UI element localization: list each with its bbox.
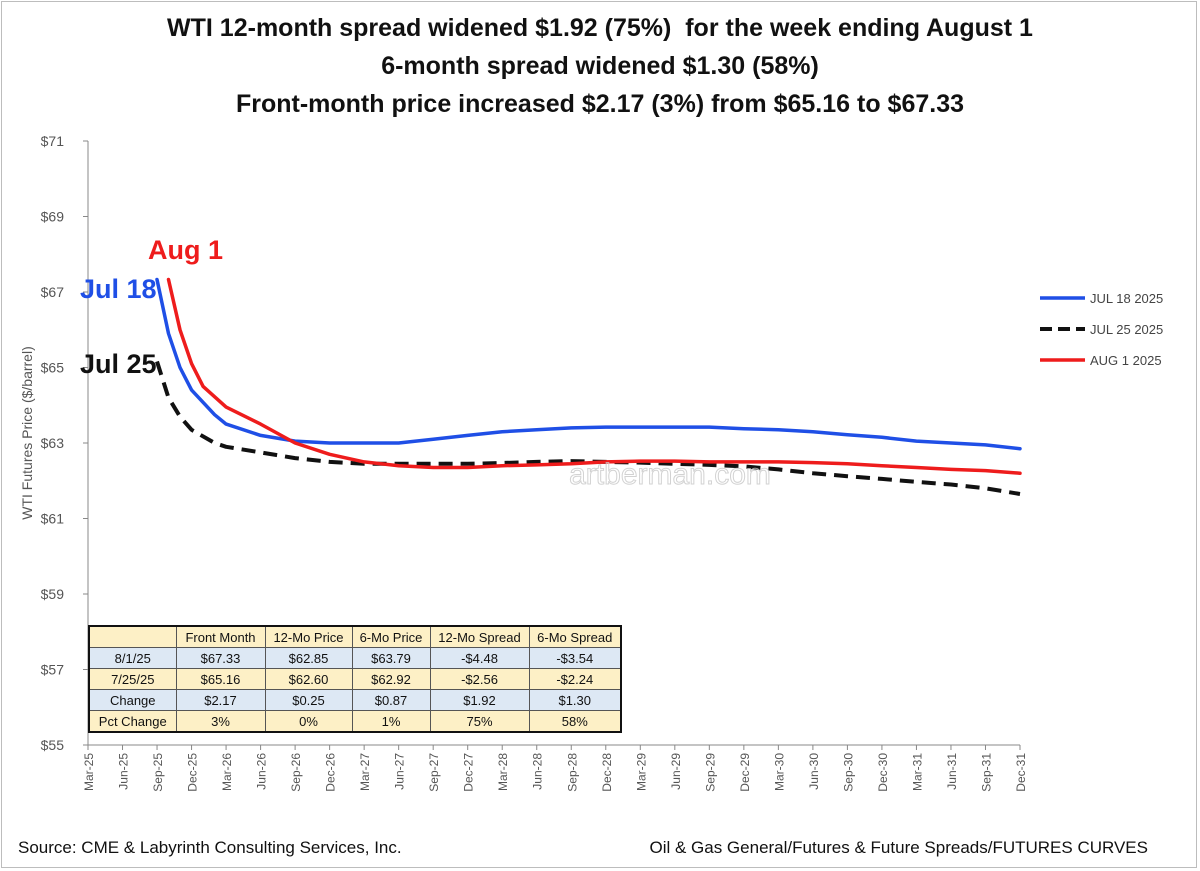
x-tick-label: Dec-25: [186, 753, 200, 792]
y-tick-label: $59: [41, 586, 65, 602]
x-tick-label: Jun-25: [117, 753, 131, 790]
x-tick-label: Sep-29: [703, 753, 717, 792]
table-cell: 8/1/25: [88, 647, 177, 669]
table-cell: -$2.56: [429, 668, 530, 690]
legend-label-jul-18: JUL 18 2025: [1090, 291, 1163, 306]
x-tick-label: Dec-31: [1014, 753, 1028, 792]
x-tick-label: Jun-30: [807, 753, 821, 790]
series-line-jul-25: [155, 360, 1021, 496]
table-cell: $1.30: [528, 689, 622, 711]
y-axis-title: WTI Futures Price ($/barrel): [19, 346, 35, 519]
table-header-cell: 6-Mo Price: [351, 625, 431, 648]
table-cell: Pct Change: [88, 710, 177, 733]
table-cell: -$2.24: [528, 668, 622, 690]
x-tick-label: Dec-26: [324, 753, 338, 792]
category-path-note: Oil & Gas General/Futures & Future Sprea…: [649, 838, 1148, 857]
x-tick-label: Jun-29: [669, 753, 683, 790]
table-cell: 75%: [429, 710, 530, 733]
table-cell: $2.17: [175, 689, 266, 711]
table-row: 7/25/25 $65.16 $62.60 $62.92 -$2.56 -$2.…: [88, 668, 622, 690]
table-header-cell: 12-Mo Price: [264, 625, 353, 648]
table-cell: 0%: [264, 710, 353, 733]
table-cell: 1%: [351, 710, 431, 733]
x-tick-label: Mar-28: [496, 753, 510, 791]
legend-label-aug-1: AUG 1 2025: [1090, 353, 1162, 368]
table-cell: 58%: [528, 710, 622, 733]
table-header-cell: 12-Mo Spread: [429, 625, 530, 648]
table-cell: $63.79: [351, 647, 431, 669]
series-line-jul-18: [155, 277, 1022, 451]
curve-annotation: Aug 1: [148, 235, 223, 265]
x-tick-label: Mar-29: [634, 753, 648, 791]
x-tick-label: Jun-26: [255, 753, 269, 790]
x-tick-label: Sep-27: [427, 753, 441, 792]
x-tick-label: Mar-26: [220, 753, 234, 791]
source-note: Source: CME & Labyrinth Consulting Servi…: [18, 838, 402, 857]
table-cell: Change: [88, 689, 177, 711]
legend-label-jul-25: JUL 25 2025: [1090, 322, 1163, 337]
table-cell: $0.87: [351, 689, 431, 711]
table-cell: $1.92: [429, 689, 530, 711]
y-tick-label: $67: [41, 284, 65, 300]
table-cell: $62.60: [264, 668, 353, 690]
chart-title-line-3: Front-month price increased $2.17 (3%) f…: [235, 90, 965, 118]
x-tick-label: Jun-31: [945, 753, 959, 790]
table-row: 8/1/25 $67.33 $62.85 $63.79 -$4.48 -$3.5…: [88, 647, 622, 669]
y-tick-label: $69: [41, 209, 65, 225]
table-cell: 7/25/25: [88, 668, 177, 690]
x-tick-label: Sep-26: [289, 753, 303, 792]
x-tick-label: Jun-28: [531, 753, 545, 790]
table-header-cell: [88, 625, 177, 648]
x-tick-label: Mar-30: [772, 753, 786, 791]
chart-title-line-1: WTI 12-month spread widened $1.92 (75%) …: [167, 14, 1033, 42]
table-header-cell: Front Month: [175, 625, 266, 648]
table-cell: $0.25: [264, 689, 353, 711]
x-tick-label: Dec-30: [876, 753, 890, 792]
watermark-text: artberman.com: [569, 458, 771, 491]
table-cell: $65.16: [175, 668, 266, 690]
y-tick-label: $63: [41, 435, 65, 451]
table-row: Pct Change 3% 0% 1% 75% 58%: [88, 710, 622, 733]
y-tick-label: $71: [41, 133, 65, 149]
table-cell: 3%: [175, 710, 266, 733]
y-tick-label: $61: [41, 511, 65, 527]
x-tick-label: Dec-28: [600, 753, 614, 792]
table-header-row: Front Month 12-Mo Price 6-Mo Price 12-Mo…: [88, 625, 622, 648]
table-cell: $62.85: [264, 647, 353, 669]
x-tick-label: Mar-31: [910, 753, 924, 791]
table-header-cell: 6-Mo Spread: [528, 625, 622, 648]
x-tick-label: Sep-30: [841, 753, 855, 792]
x-tick-label: Jun-27: [393, 753, 407, 790]
x-tick-label: Mar-27: [358, 753, 372, 791]
curve-annotation: Jul 25: [80, 349, 157, 379]
table-cell: -$3.54: [528, 647, 622, 669]
x-tick-label: Mar-25: [82, 753, 96, 791]
table-cell: -$4.48: [429, 647, 530, 669]
x-tick-label: Dec-29: [738, 753, 752, 792]
chart-title-line-2: 6-month spread widened $1.30 (58%): [381, 52, 819, 80]
table-cell: $67.33: [175, 647, 266, 669]
x-tick-label: Dec-27: [462, 753, 476, 792]
spread-summary-table: Front Month 12-Mo Price 6-Mo Price 12-Mo…: [88, 625, 622, 733]
x-tick-label: Sep-28: [565, 753, 579, 792]
y-tick-label: $55: [41, 737, 65, 753]
y-tick-label: $57: [41, 662, 65, 678]
x-tick-label: Sep-31: [979, 753, 993, 792]
table-cell: $62.92: [351, 668, 431, 690]
x-tick-label: Sep-25: [151, 753, 165, 792]
curve-annotation: Jul 18: [80, 274, 157, 304]
table-row: Change $2.17 $0.25 $0.87 $1.92 $1.30: [88, 689, 622, 711]
series-line-aug-1: [166, 277, 1022, 475]
y-tick-label: $65: [41, 360, 65, 376]
